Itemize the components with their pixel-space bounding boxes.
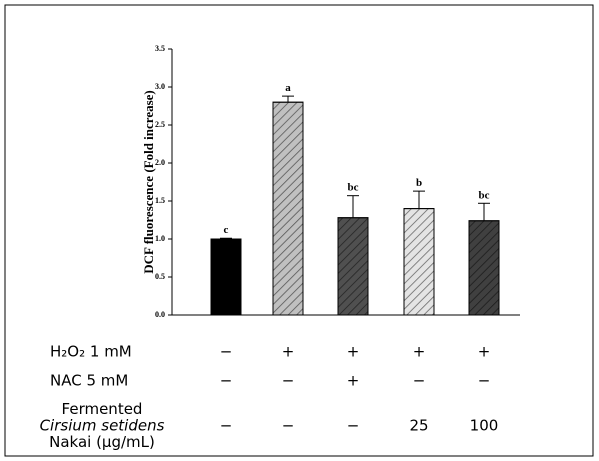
bar-hatch xyxy=(468,220,500,316)
cell: + xyxy=(347,343,360,361)
significance-letter: bc xyxy=(348,182,359,194)
y-tick-label: 0.5 xyxy=(155,272,165,281)
y-tick-label: 0.0 xyxy=(155,310,165,319)
cell: − xyxy=(282,417,295,435)
row-label: Fermented xyxy=(62,400,143,418)
cell: − xyxy=(413,372,426,390)
y-axis-label: DCF fluorescence (Fold increase) xyxy=(141,90,156,274)
cell: − xyxy=(220,417,233,435)
y-tick-label: 2.5 xyxy=(155,120,165,129)
bar-hatch xyxy=(272,101,304,316)
y-tick-label: 1.5 xyxy=(155,196,165,205)
cell: − xyxy=(220,372,233,390)
cell: + xyxy=(282,343,295,361)
cell: − xyxy=(220,343,233,361)
y-tick-label: 2.0 xyxy=(155,158,165,167)
cell: + xyxy=(478,343,491,361)
cell: − xyxy=(347,417,360,435)
bar-hatch xyxy=(403,208,435,316)
cell: − xyxy=(478,372,491,390)
significance-letter: c xyxy=(224,224,229,236)
cell: − xyxy=(282,372,295,390)
cell: 25 xyxy=(409,417,428,435)
cell: + xyxy=(413,343,426,361)
frame xyxy=(4,4,594,457)
y-tick-label: 3.5 xyxy=(155,44,165,53)
cell: + xyxy=(347,372,360,390)
bar-hatch xyxy=(337,217,369,316)
significance-letter: b xyxy=(416,177,422,189)
significance-letter: a xyxy=(285,82,291,94)
row-label: Nakai (μg/mL) xyxy=(49,433,155,451)
row-label: Cirsium setidens xyxy=(40,417,165,435)
row-label: NAC 5 mM xyxy=(50,372,128,390)
bar xyxy=(210,238,242,316)
cell: 100 xyxy=(470,417,499,435)
significance-letter: bc xyxy=(479,189,490,201)
y-tick-label: 3.0 xyxy=(155,82,165,91)
row-label: H₂O₂ 1 mM xyxy=(50,343,132,361)
y-tick-label: 1.0 xyxy=(155,234,165,243)
